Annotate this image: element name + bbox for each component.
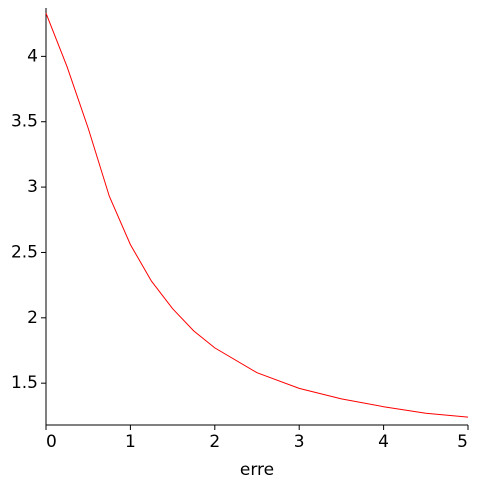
x-tick-label: 1	[125, 432, 136, 452]
y-tick-label: 2.5	[11, 242, 38, 262]
x-tick-label: 5	[457, 432, 468, 452]
line-series	[45, 13, 469, 418]
y-tick-label: 3.5	[11, 112, 38, 132]
x-tick-label: 4	[378, 432, 389, 452]
x-tick-label: 2	[209, 432, 220, 452]
y-tick-label: 1.5	[11, 373, 38, 393]
y-tick-label: 4	[27, 46, 38, 66]
y-tick-label: 2	[27, 308, 38, 328]
x-axis-label: erre	[240, 460, 274, 480]
y-tick-label: 3	[27, 177, 38, 197]
x-tick-label: 3	[294, 432, 305, 452]
x-tick-label: 0	[46, 432, 57, 452]
